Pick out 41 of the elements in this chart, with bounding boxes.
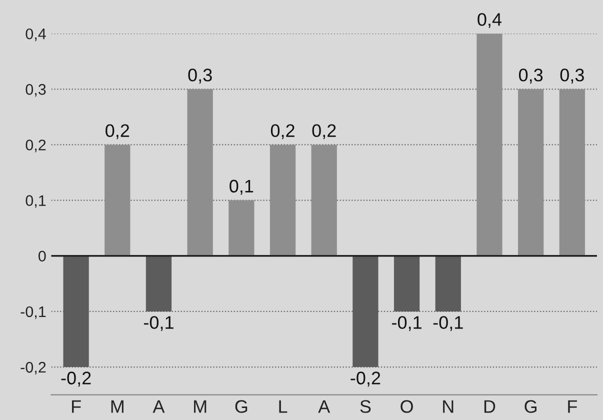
x-tick-label: F — [72, 400, 81, 413]
x-tick-label: M — [194, 400, 206, 413]
y-tick-label: 0 — [38, 250, 46, 262]
y-tick-label: 0,3 — [26, 84, 46, 97]
data-label: 0,3 — [560, 68, 584, 84]
x-tick-label: O — [400, 400, 413, 413]
data-label: 0,2 — [270, 124, 294, 140]
x-tick-label: A — [152, 400, 165, 413]
bar — [187, 89, 213, 256]
x-tick-label: S — [360, 400, 371, 413]
data-label: 0,1 — [230, 180, 254, 195]
y-tick-label: -0,1 — [20, 306, 46, 319]
data-label: 0,2 — [106, 124, 130, 140]
x-tick-label: D — [484, 400, 496, 413]
x-tick-label: A — [318, 400, 330, 413]
x-tick-label: F — [568, 400, 577, 413]
bar — [311, 144, 337, 256]
data-label: 0,4 — [478, 13, 502, 28]
y-tick-label: 0,1 — [26, 195, 46, 208]
x-tick-label: M — [111, 400, 124, 413]
bar — [518, 89, 544, 256]
bar — [476, 34, 502, 256]
x-tick-label: L — [279, 400, 288, 413]
data-label: -0,2 — [350, 372, 380, 387]
y-tick-label: -0,2 — [20, 362, 46, 375]
x-tick-label: G — [235, 400, 248, 413]
bar — [228, 200, 254, 256]
data-label: 0,3 — [518, 68, 543, 84]
data-label: -0,2 — [61, 372, 91, 387]
bar — [559, 89, 585, 256]
bar — [270, 144, 296, 256]
y-tick-label: 0,2 — [26, 140, 46, 152]
x-tick-label: N — [443, 400, 454, 413]
data-label: -0,1 — [433, 316, 463, 332]
data-label: 0,2 — [312, 124, 336, 140]
y-tick-label: 0,4 — [26, 28, 46, 42]
data-label: -0,1 — [144, 316, 174, 332]
data-label: -0,1 — [392, 316, 422, 332]
bar — [104, 144, 130, 256]
data-label: 0,3 — [188, 68, 212, 84]
x-tick-label: G — [524, 400, 536, 413]
